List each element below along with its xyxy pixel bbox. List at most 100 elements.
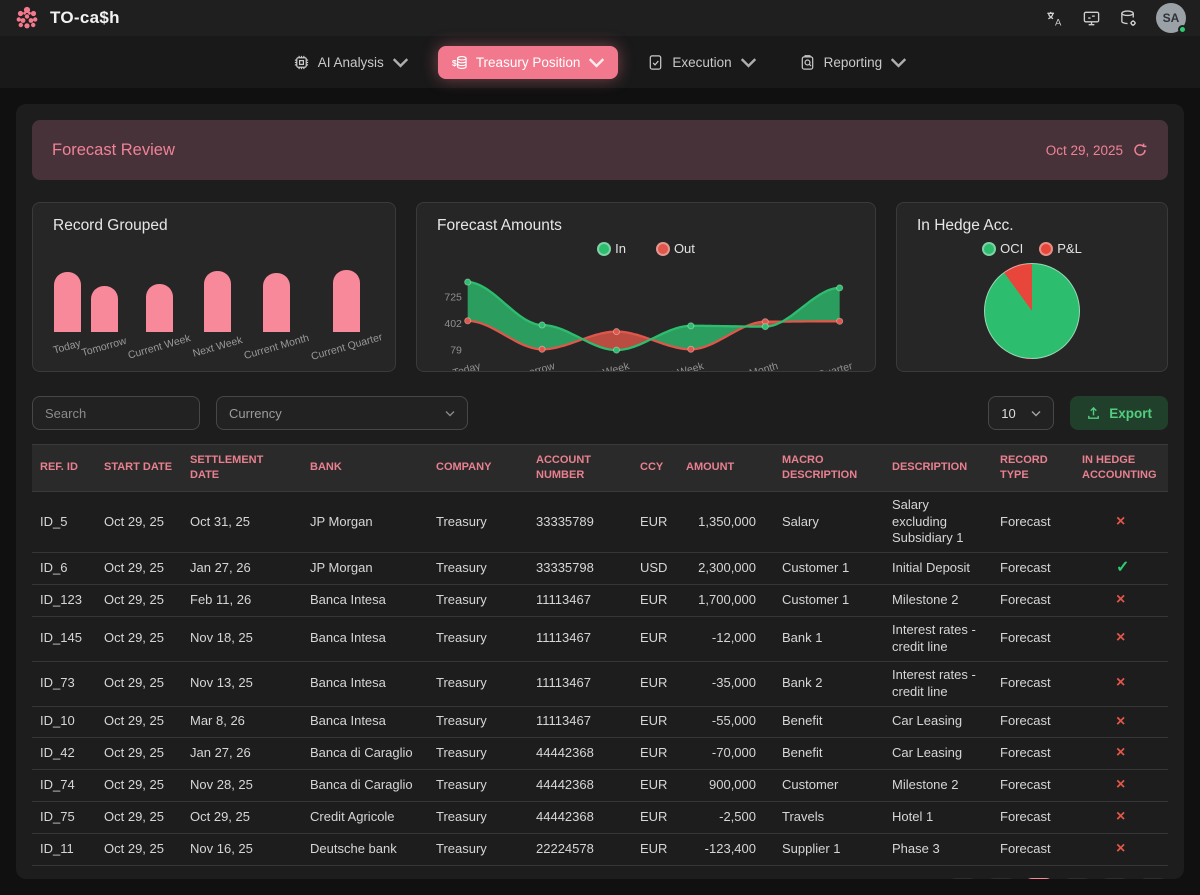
cell-in-hedge: × [1074, 833, 1168, 866]
svg-text:79: 79 [450, 345, 462, 357]
column-header: MACRO DESCRIPTION [774, 444, 884, 492]
legend-dot-out [655, 241, 670, 256]
currency-select[interactable]: Currency [216, 396, 468, 430]
page-size-value: 10 [1001, 405, 1016, 421]
refresh-icon[interactable] [1132, 142, 1148, 158]
in-hedge-acc-card: In Hedge Acc. OCI P&L [896, 202, 1168, 372]
banner-date: Oct 29, 2025 [1045, 142, 1123, 158]
bar-tomorrow: Tomorrow [80, 243, 128, 359]
cell-ccy: EUR [632, 706, 678, 739]
pagination-prev-button[interactable]: ‹ [986, 877, 1016, 879]
bar [90, 285, 118, 332]
pagination-page-1[interactable]: 1 [1024, 877, 1054, 879]
bar-label: Current Month [242, 331, 311, 363]
bar-current-month: Current Month [243, 243, 310, 362]
cell-start_date: Oct 29, 25 [96, 584, 182, 617]
svg-text:Current Month: Current Month [712, 360, 780, 372]
cell-ccy: USD [632, 552, 678, 586]
bar-label: Current Quarter [309, 331, 384, 363]
forecast-review-banner: Forecast Review Oct 29, 2025 [32, 120, 1168, 180]
cell-in-hedge: × [1074, 661, 1168, 707]
bar-label: Next Week [191, 334, 244, 360]
cell-settlement_date: Nov 28, 25 [182, 769, 302, 802]
column-header: CCY [632, 444, 678, 492]
bar-current-week: Current Week [127, 243, 192, 362]
cross-icon: × [1116, 776, 1126, 794]
column-header: COMPANY [428, 444, 528, 492]
cell-settlement_date: Nov 16, 25 [182, 833, 302, 866]
check-icon: ✓ [1116, 559, 1130, 577]
cell-bank: Banca Intesa [302, 706, 428, 739]
table-row: ID_11 Oct 29, 25 Nov 16, 25 Deutsche bank Tr… [32, 833, 1168, 866]
cell-ccy: EUR [632, 616, 678, 662]
bar-label: Tomorrow [80, 334, 128, 360]
cell-settlement_date: Jan 27, 26 [182, 552, 302, 586]
cell-description: Milestone 2 [884, 769, 992, 802]
cell-start_date: Oct 29, 25 [96, 737, 182, 771]
cell-record_type: Forecast [992, 769, 1074, 802]
cell-ccy: EUR [632, 801, 678, 834]
cell-amount: 1,700,000 [678, 584, 774, 617]
cell-amount: -55,000 [678, 706, 774, 739]
cell-bank: Deutsche bank [302, 833, 428, 866]
cell-macro_description: Travels [774, 801, 884, 834]
pagination-page-2[interactable]: 2 [1062, 877, 1092, 879]
column-header: REF. ID [32, 444, 96, 492]
legend-label-pl: P&L [1057, 241, 1082, 256]
table-row: ID_75 Oct 29, 25 Oct 29, 25 Credit Agricole… [32, 801, 1168, 834]
cell-start_date: Oct 29, 25 [96, 706, 182, 739]
cell-ref_id: ID_10 [32, 706, 96, 739]
cell-settlement_date: Jan 27, 26 [182, 737, 302, 771]
cross-icon: × [1116, 744, 1126, 762]
currency-select-value: Currency [229, 405, 282, 421]
cell-amount: -2,500 [678, 801, 774, 834]
translate-icon[interactable]: A [1045, 9, 1064, 28]
column-header: AMOUNT [678, 444, 774, 492]
database-settings-icon[interactable] [1119, 9, 1138, 28]
chevron-down-icon [392, 57, 408, 68]
nav-item-ai-analysis[interactable]: AI Analysis [280, 46, 422, 79]
nav-item-reporting[interactable]: Reporting [786, 46, 921, 79]
cell-description: Milestone 2 [884, 584, 992, 617]
cell-ccy: EUR [632, 661, 678, 707]
svg-text:Next Week: Next Week [652, 360, 705, 372]
cell-in-hedge: × [1074, 706, 1168, 739]
nav-item-treasury-position[interactable]: $ Treasury Position [437, 45, 619, 79]
main-nav: AI Analysis $ Treasury Position Executio… [0, 36, 1200, 88]
pagination-first-button[interactable]: « [948, 877, 978, 879]
avatar[interactable]: SA [1156, 3, 1187, 34]
bar-current-quarter: Current Quarter [310, 243, 384, 363]
column-header: SETTLEMENT DATE [182, 444, 302, 492]
export-button[interactable]: Export [1070, 396, 1168, 430]
cell-macro_description: Customer 1 [774, 584, 884, 617]
cell-ref_id: ID_11 [32, 833, 96, 866]
cell-bank: Credit Agricole [302, 801, 428, 834]
pagination-next-button[interactable]: › [1100, 877, 1130, 879]
search-input[interactable] [32, 396, 200, 430]
cell-record_type: Forecast [992, 616, 1074, 662]
svg-text:725: 725 [444, 291, 462, 303]
cell-company: Treasury [428, 833, 528, 866]
cell-ref_id: ID_6 [32, 552, 96, 586]
cell-company: Treasury [428, 801, 528, 834]
nav-item-label: Treasury Position [475, 54, 581, 70]
cell-bank: JP Morgan [302, 491, 428, 554]
cell-settlement_date: Nov 13, 25 [182, 661, 302, 707]
pagination-last-button[interactable]: » [1138, 877, 1168, 879]
cross-icon: × [1116, 512, 1126, 530]
cell-ref_id: ID_145 [32, 616, 96, 662]
cell-start_date: Oct 29, 25 [96, 616, 182, 662]
nav-item-execution[interactable]: Execution [634, 46, 769, 79]
bar [53, 272, 81, 332]
cell-settlement_date: Feb 11, 26 [182, 584, 302, 617]
display-icon[interactable] [1082, 9, 1101, 28]
cross-icon: × [1116, 591, 1126, 609]
bar [203, 271, 231, 332]
bar-next-week: Next Week [191, 243, 244, 360]
cell-start_date: Oct 29, 25 [96, 833, 182, 866]
cell-amount: -70,000 [678, 737, 774, 771]
cell-amount: -12,000 [678, 616, 774, 662]
forecast-table: REF. ID START DATE SETTLEMENT DATE BANK COMP… [32, 444, 1168, 866]
cell-record_type: Forecast [992, 491, 1074, 554]
page-size-select[interactable]: 10 [988, 396, 1055, 430]
